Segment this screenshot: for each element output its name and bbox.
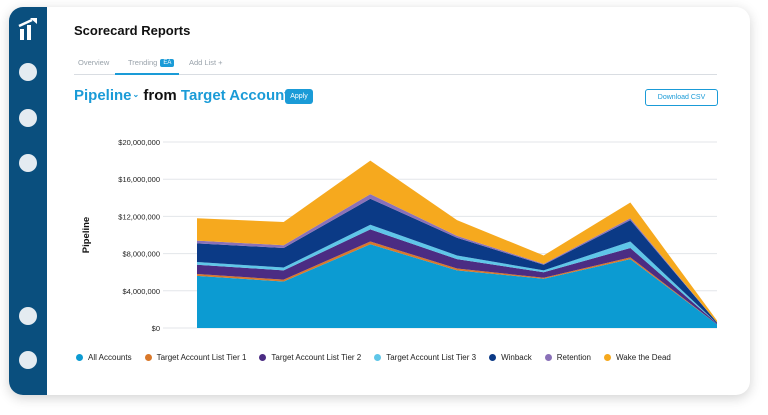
metric-label: Pipeline: [74, 87, 132, 104]
legend-swatch: [489, 354, 497, 361]
nav-item-5[interactable]: [19, 351, 37, 369]
legend-swatch: [259, 354, 267, 361]
pipeline-chart: $0 $4,000,000 $8,000,000 $12,000,000 $16,000…: [81, 138, 717, 333]
legend-item[interactable]: Retention: [544, 353, 591, 362]
legend-swatch: [144, 354, 152, 361]
chart-legend: All Accounts Target Account List Tier 1 Ta…: [76, 353, 684, 362]
legend-item[interactable]: Target Account List Tier 3: [374, 353, 476, 362]
legend-label: Winback: [501, 353, 532, 362]
legend-label: Retention: [556, 353, 591, 362]
nav-item-3[interactable]: [19, 154, 37, 172]
tab-overview[interactable]: Overview: [78, 58, 110, 67]
area-series-all-accounts: [197, 244, 717, 328]
y-tick-label: $8,000,000: [122, 250, 160, 259]
legend-item[interactable]: Winback: [489, 353, 532, 362]
y-tick-label: $16,000,000: [118, 175, 160, 184]
download-csv-button[interactable]: Download CSV: [645, 89, 718, 106]
active-tab-indicator: [115, 73, 179, 75]
tab-add-list[interactable]: Add List +: [189, 58, 223, 67]
y-axis-label: Pipeline: [81, 217, 92, 253]
legend-swatch: [544, 354, 552, 361]
legend-label: Target Account List Tier 1: [156, 353, 247, 362]
chart-bars-logo-icon[interactable]: [18, 17, 40, 41]
legend-swatch: [76, 354, 83, 361]
legend-label: All Accounts: [88, 353, 132, 362]
nav-item-2[interactable]: [19, 109, 37, 127]
area-series-target-account-list-tier-1: [197, 241, 717, 325]
tab-trending[interactable]: Trending EA: [128, 58, 175, 67]
area-series-wake-the-dead: [197, 160, 717, 323]
report-header: Pipeline⌄ from Target Accounts ⌄: [74, 87, 305, 104]
legend-swatch: [604, 354, 611, 361]
legend-label: Target Account List Tier 3: [386, 353, 477, 362]
legend-item[interactable]: Target Account List Tier 1: [144, 353, 247, 362]
legend-item[interactable]: Wake the Dead: [604, 353, 671, 362]
y-tick-label: $20,000,000: [118, 138, 160, 147]
sidebar: [9, 7, 47, 395]
chevron-down-icon: ⌄: [132, 90, 140, 99]
source-label: Target Accounts: [180, 87, 298, 104]
legend-swatch: [374, 354, 382, 361]
area-series-target-account-list-tier-3: [197, 224, 717, 324]
legend-item[interactable]: All Accounts: [76, 353, 132, 362]
tab-trending-label: Trending: [128, 58, 158, 67]
y-tick-label: $12,000,000: [118, 212, 160, 221]
legend-item[interactable]: Target Account List Tier 2: [259, 353, 361, 362]
legend-label: Target Account List Tier 2: [271, 353, 362, 362]
tab-bar: Overview Trending EA Add List +: [74, 57, 717, 75]
area-series-target-account-list-tier-2: [197, 229, 717, 325]
metric-dropdown[interactable]: Pipeline⌄: [74, 87, 139, 104]
apply-button[interactable]: Apply: [285, 89, 313, 104]
y-tick-label: $4,000,000: [122, 287, 160, 296]
nav-item-4[interactable]: [19, 307, 37, 325]
legend-label: Wake the Dead: [616, 353, 671, 362]
from-label: from: [143, 87, 177, 104]
app-window: Scorecard Reports Overview Trending EA Ad…: [9, 7, 750, 395]
nav-item-1[interactable]: [19, 63, 37, 81]
early-access-badge: EA: [160, 59, 175, 67]
y-tick-label: $0: [152, 324, 160, 333]
area-series-winback: [197, 198, 717, 324]
page-title: Scorecard Reports: [74, 23, 191, 38]
